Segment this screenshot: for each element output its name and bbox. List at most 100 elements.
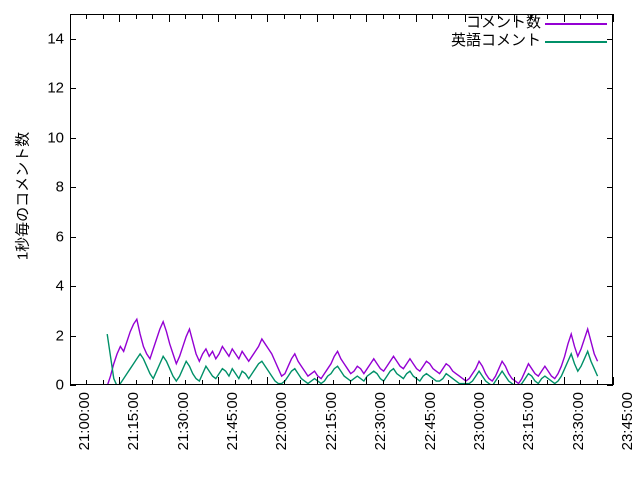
x-tick-mark-minor [333,380,334,385]
x-tick-mark-minor [185,380,186,385]
x-tick-mark-major [218,14,219,22]
x-tick-mark-major [119,14,120,22]
x-tick-mark-major [416,14,417,22]
y-tick-label: 8 [55,178,64,196]
x-tick-mark-minor [498,14,499,19]
x-tick-label: 22:15:00 [322,392,340,451]
x-tick-label: 22:00:00 [273,392,291,451]
x-tick-mark-major [169,14,170,22]
x-tick-mark-minor [333,14,334,19]
x-tick-mark-minor [580,380,581,385]
y-tick-mark [70,187,76,188]
x-tick-mark-major [218,377,219,385]
plot-area [70,14,613,385]
y-tick-label: 6 [55,228,64,246]
x-tick-mark-minor [580,14,581,19]
y-tick-mark [607,336,613,337]
x-tick-mark-minor [251,14,252,19]
x-tick-label: 23:15:00 [520,392,538,451]
chart-legend: コメント数 英語コメント [443,14,613,52]
y-tick-mark [607,138,613,139]
x-tick-mark-minor [350,380,351,385]
x-tick-mark-minor [350,14,351,19]
x-tick-mark-major [514,377,515,385]
x-tick-mark-minor [399,14,400,19]
x-tick-mark-major [317,14,318,22]
x-tick-mark-minor [235,380,236,385]
legend-entry: 英語コメント [443,32,613,50]
y-tick-label: 2 [55,327,64,345]
y-tick-mark [607,286,613,287]
x-tick-mark-minor [531,14,532,19]
x-tick-mark-minor [136,14,137,19]
x-tick-mark-major [366,377,367,385]
x-tick-mark-minor [432,14,433,19]
legend-entry: コメント数 [443,14,613,32]
x-tick-mark-major [613,377,614,385]
x-tick-mark-minor [547,380,548,385]
x-tick-label: 21:30:00 [174,392,192,451]
x-tick-mark-major [267,377,268,385]
legend-label: コメント数 [465,14,541,31]
y-tick-mark [70,138,76,139]
legend-label: 英語コメント [450,32,541,49]
series-line-2 [106,333,599,384]
y-tick-mark [607,39,613,40]
x-tick-mark-minor [251,380,252,385]
x-tick-mark-major [267,14,268,22]
x-tick-mark-minor [152,380,153,385]
x-tick-label: 22:45:00 [421,392,439,451]
x-tick-mark-minor [284,14,285,19]
y-tick-label: 0 [55,376,64,394]
x-tick-mark-minor [136,380,137,385]
x-tick-mark-minor [432,380,433,385]
x-tick-mark-minor [383,380,384,385]
x-tick-mark-minor [185,14,186,19]
x-tick-mark-minor [498,380,499,385]
x-tick-mark-major [317,377,318,385]
x-tick-mark-minor [597,380,598,385]
x-tick-mark-major [613,14,614,22]
x-tick-label: 23:30:00 [569,392,587,451]
x-tick-mark-minor [86,380,87,385]
x-tick-mark-minor [202,380,203,385]
x-tick-mark-minor [383,14,384,19]
x-tick-mark-minor [103,380,104,385]
x-tick-mark-minor [300,380,301,385]
x-tick-mark-minor [448,380,449,385]
x-tick-mark-minor [284,380,285,385]
y-tick-mark [70,237,76,238]
x-tick-label: 21:00:00 [76,392,93,451]
x-tick-label: 22:30:00 [372,392,390,451]
legend-color-swatch [545,23,607,25]
y-tick-mark [607,237,613,238]
series-canvas [106,317,599,384]
x-tick-label: 21:15:00 [125,392,143,451]
y-tick-mark [607,187,613,188]
x-tick-mark-minor [300,14,301,19]
x-tick-mark-major [366,14,367,22]
y-tick-label: 14 [47,30,64,48]
x-tick-mark-minor [531,380,532,385]
x-tick-mark-minor [235,14,236,19]
x-tick-mark-major [119,377,120,385]
y-tick-label: 10 [47,129,64,147]
y-tick-mark [70,336,76,337]
y-tick-mark [607,88,613,89]
x-tick-mark-minor [481,14,482,19]
x-tick-mark-major [465,377,466,385]
y-tick-mark [70,39,76,40]
x-tick-mark-major [514,14,515,22]
x-tick-mark-minor [86,14,87,19]
y-tick-mark [70,88,76,89]
x-tick-mark-minor [152,14,153,19]
y-tick-mark [607,385,613,386]
series-line-1 [107,317,599,384]
x-tick-mark-major [70,377,71,385]
x-tick-mark-major [416,377,417,385]
x-tick-mark-major [564,14,565,22]
x-tick-label: 21:45:00 [224,392,242,451]
y-tick-label: 12 [47,79,64,97]
x-tick-mark-major [70,14,71,22]
